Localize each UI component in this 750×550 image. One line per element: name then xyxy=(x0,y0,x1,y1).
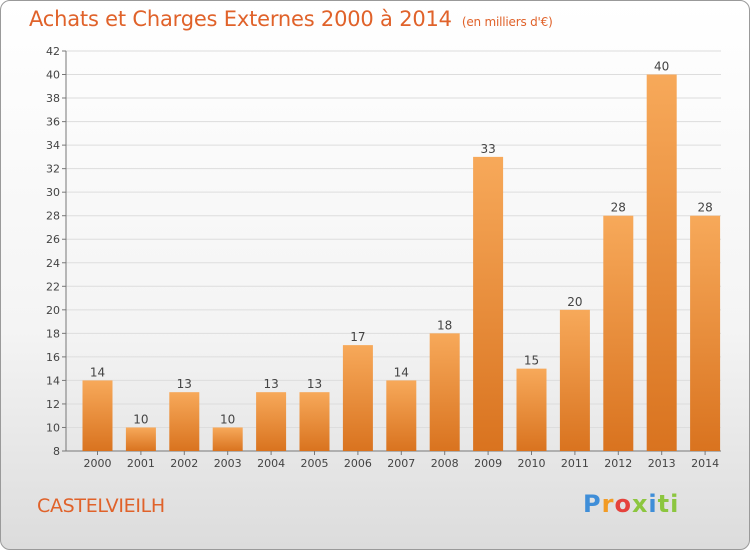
bar-value-label: 13 xyxy=(263,377,278,391)
x-tick-label: 2014 xyxy=(691,457,719,470)
bar-2008 xyxy=(429,333,460,451)
x-tick-label: 2000 xyxy=(84,457,112,470)
bar-value-label: 14 xyxy=(90,365,105,379)
x-tick-label: 2007 xyxy=(387,457,415,470)
y-tick-label: 36 xyxy=(46,116,60,129)
y-tick-label: 32 xyxy=(46,163,60,176)
bar-value-label: 15 xyxy=(524,354,539,368)
x-tick-label: 2002 xyxy=(170,457,198,470)
y-tick-label: 40 xyxy=(46,69,60,82)
y-tick-label: 16 xyxy=(46,351,60,364)
y-tick-label: 20 xyxy=(46,304,60,317)
bar-2014 xyxy=(690,215,721,451)
y-tick-label: 12 xyxy=(46,398,60,411)
bar-value-label: 14 xyxy=(394,365,409,379)
bar-value-label: 17 xyxy=(350,330,365,344)
y-tick-label: 28 xyxy=(46,210,60,223)
bar-2003 xyxy=(212,427,243,451)
x-tick-label: 2013 xyxy=(648,457,676,470)
x-tick-label: 2003 xyxy=(214,457,242,470)
y-tick-label: 26 xyxy=(46,233,60,246)
bar-2006 xyxy=(342,345,373,451)
bar-2004 xyxy=(256,392,287,451)
bar-2005 xyxy=(299,392,330,451)
bar-value-label: 28 xyxy=(697,201,712,215)
bar-value-label: 18 xyxy=(437,318,452,332)
y-tick-label: 34 xyxy=(46,139,60,152)
commune-name: CASTELVIEILH xyxy=(37,495,165,517)
bar-value-label: 20 xyxy=(567,295,582,309)
y-tick-label: 22 xyxy=(46,280,60,293)
y-tick-label: 42 xyxy=(46,45,60,58)
bar-value-label: 28 xyxy=(611,201,626,215)
bar-value-label: 13 xyxy=(307,377,322,391)
y-tick-label: 38 xyxy=(46,92,60,105)
x-tick-label: 2009 xyxy=(474,457,502,470)
y-tick-label: 18 xyxy=(46,327,60,340)
chart-subtitle: (en milliers d'€) xyxy=(461,15,553,29)
chart-title: Achats et Charges Externes 2000 à 2014 (e… xyxy=(29,7,553,31)
bar-2013 xyxy=(646,74,677,451)
x-tick-label: 2010 xyxy=(518,457,546,470)
bar-2001 xyxy=(125,427,156,451)
y-tick-label: 24 xyxy=(46,257,60,270)
y-tick-label: 10 xyxy=(46,421,60,434)
x-tick-label: 2012 xyxy=(604,457,632,470)
bar-value-label: 13 xyxy=(177,377,192,391)
bar-value-label: 10 xyxy=(220,412,235,426)
bar-2007 xyxy=(386,380,417,451)
x-tick-label: 2008 xyxy=(431,457,459,470)
y-tick-label: 30 xyxy=(46,186,60,199)
x-tick-label: 2001 xyxy=(127,457,155,470)
bar-value-label: 40 xyxy=(654,60,669,74)
bar-2010 xyxy=(516,368,547,451)
proxiti-logo: Proxiti xyxy=(583,490,680,518)
bar-2002 xyxy=(169,392,200,451)
y-tick-label: 14 xyxy=(46,374,60,387)
bar-2011 xyxy=(559,309,590,451)
bars xyxy=(82,74,721,451)
bar-value-label: 10 xyxy=(133,412,148,426)
bar-value-label: 33 xyxy=(480,142,495,156)
bar-2000 xyxy=(82,380,113,451)
labels: 14 2000 10 2001 13 2002 10 2003 13 2004 13 2005 17 20… xyxy=(84,60,720,470)
x-tick-label: 2005 xyxy=(301,457,329,470)
bar-2012 xyxy=(603,215,634,451)
bar-2009 xyxy=(473,156,504,451)
x-tick-label: 2004 xyxy=(257,457,285,470)
y-tick-label: 8 xyxy=(53,445,60,458)
x-tick-label: 2006 xyxy=(344,457,372,470)
x-tick-label: 2011 xyxy=(561,457,589,470)
